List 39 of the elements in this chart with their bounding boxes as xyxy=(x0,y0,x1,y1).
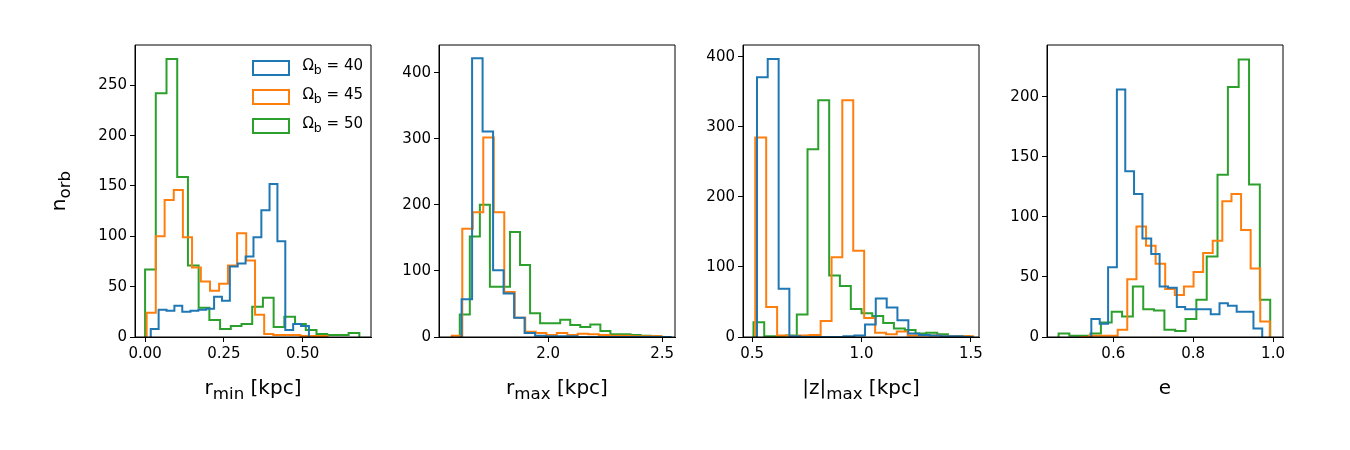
x-tick-label: 0.00 xyxy=(128,343,162,362)
legend-label: Ω$_{b}$ = 40 xyxy=(302,55,363,79)
y-tick-label: 100 xyxy=(402,260,431,279)
x-tick-label: 2.0 xyxy=(536,343,561,362)
y-tick-label: 200 xyxy=(98,125,127,144)
y-tick-label: 50 xyxy=(107,276,127,295)
y-tick-label: 50 xyxy=(1019,266,1039,285)
y-tick-label: 0 xyxy=(117,326,127,345)
y-tick-label: 0 xyxy=(421,326,431,345)
y-tick-label: 0 xyxy=(1029,326,1039,345)
legend-label: Ω$_{b}$ = 50 xyxy=(302,113,363,137)
y-tick-label: 100 xyxy=(1010,206,1039,225)
x-tick-label: 0.50 xyxy=(285,343,320,362)
legend-label: Ω$_{b}$ = 45 xyxy=(302,84,363,108)
x-axis-title: r$_{min}$ [kpc] xyxy=(203,375,303,403)
y-tick-label: 300 xyxy=(706,116,735,135)
x-tick-label: 0.25 xyxy=(207,343,241,362)
x-tick-label: 1.0 xyxy=(849,343,874,362)
y-tick-label: 300 xyxy=(402,128,431,147)
y-tick-label: 400 xyxy=(402,62,431,81)
x-tick-label: 2.5 xyxy=(650,343,675,362)
y-tick-label: 0 xyxy=(725,326,735,345)
y-tick-label: 200 xyxy=(402,194,431,213)
x-axis-title: |z|$_{max}$ [kpc] xyxy=(801,375,921,403)
y-tick-label: 200 xyxy=(1010,86,1039,105)
x-axis-title: e xyxy=(1157,375,1173,399)
y-tick-label: 100 xyxy=(706,256,735,275)
x-tick-label: 1.0 xyxy=(1261,343,1285,362)
y-tick-label: 200 xyxy=(706,186,735,205)
x-tick-label: 0.5 xyxy=(740,343,765,362)
y-tick-label: 150 xyxy=(98,175,127,194)
y-tick-label: 250 xyxy=(98,75,127,94)
y-tick-label: 400 xyxy=(706,46,735,65)
x-axis-title: r$_{max}$ [kpc] xyxy=(505,375,609,403)
y-tick-label: 150 xyxy=(1010,146,1039,165)
x-tick-label: 0.6 xyxy=(1101,343,1126,362)
y-tick-label: 100 xyxy=(98,226,127,245)
x-tick-label: 0.8 xyxy=(1181,343,1206,362)
x-tick-label: 1.5 xyxy=(958,343,983,362)
